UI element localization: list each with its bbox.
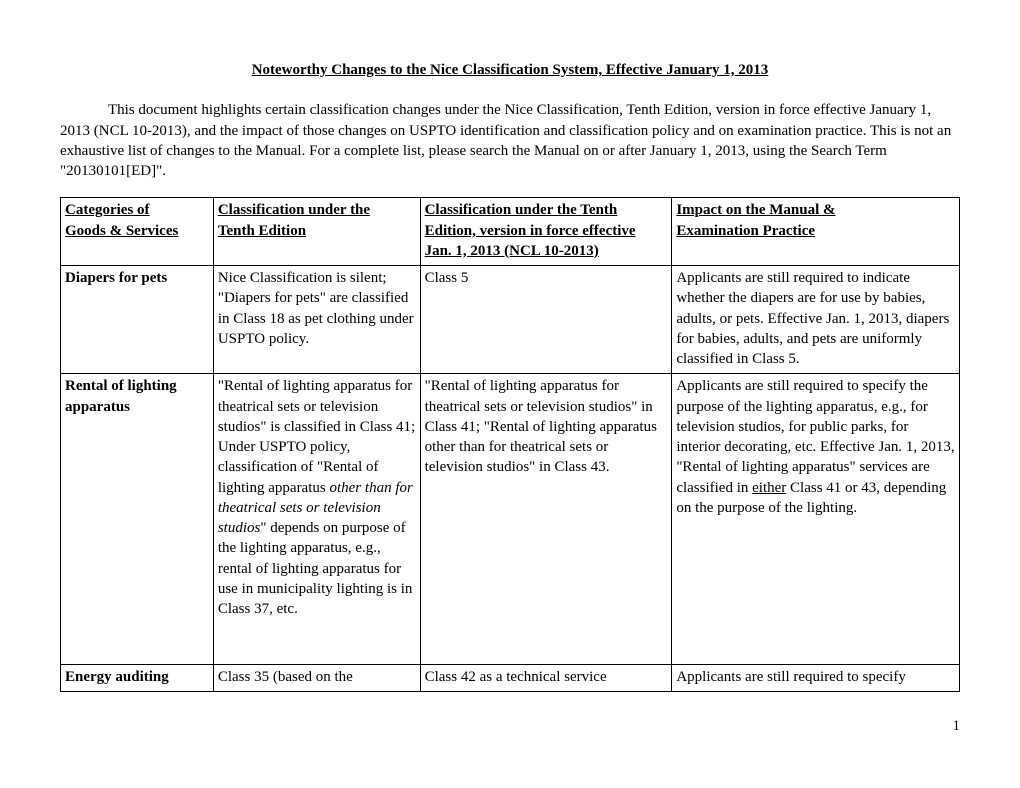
cell-new: Class 42 as a technical service	[420, 664, 672, 691]
header-old-classification: Classification under the Tenth Edition	[213, 198, 420, 266]
page-number: 1	[60, 716, 960, 736]
table-header-row: Categories of Goods & Services Classific…	[61, 198, 960, 266]
cell-new: "Rental of lighting apparatus for theatr…	[420, 374, 672, 665]
table-row: Diapers for pets Nice Classification is …	[61, 266, 960, 374]
cell-impact: Applicants are still required to indicat…	[672, 266, 960, 374]
intro-paragraph: This document highlights certain classif…	[60, 100, 960, 181]
cell-impact: Applicants are still required to specify…	[672, 374, 960, 665]
header-categories: Categories of Goods & Services	[61, 198, 214, 266]
header-new-classification: Classification under the Tenth Edition, …	[420, 198, 672, 266]
cell-impact: Applicants are still required to specify	[672, 664, 960, 691]
cell-old: "Rental of lighting apparatus for theatr…	[213, 374, 420, 665]
cell-old: Nice Classification is silent; "Diapers …	[213, 266, 420, 374]
cell-category: Diapers for pets	[61, 266, 214, 374]
cell-old: Class 35 (based on the	[213, 664, 420, 691]
cell-new: Class 5	[420, 266, 672, 374]
table-row: Energy auditing Class 35 (based on the C…	[61, 664, 960, 691]
changes-table: Categories of Goods & Services Classific…	[60, 197, 960, 692]
header-impact: Impact on the Manual & Examination Pract…	[672, 198, 960, 266]
document-title: Noteworthy Changes to the Nice Classific…	[60, 60, 960, 80]
cell-category: Energy auditing	[61, 664, 214, 691]
table-row: Rental of lighting apparatus "Rental of …	[61, 374, 960, 665]
cell-category: Rental of lighting apparatus	[61, 374, 214, 665]
